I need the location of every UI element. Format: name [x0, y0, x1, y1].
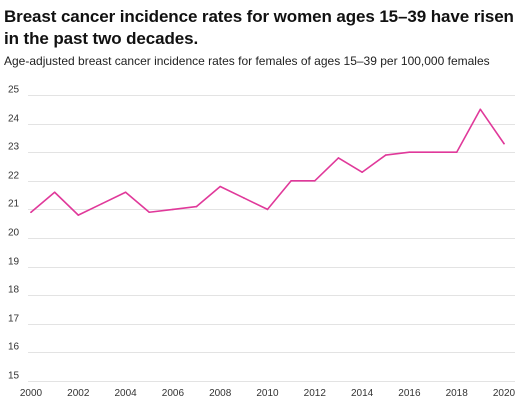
series-line-0	[30, 108, 505, 216]
x-tick-label: 2012	[304, 388, 327, 399]
y-tick-label: 17	[8, 314, 20, 325]
y-tick-label: 25	[8, 85, 20, 96]
data-point-2009	[243, 197, 245, 199]
data-point-2014	[361, 171, 363, 174]
data-point-2016	[408, 151, 411, 153]
x-tick-label: 2010	[256, 388, 279, 399]
y-tick-label: 20	[8, 228, 20, 239]
data-point-2004	[124, 191, 127, 194]
y-tick-label: 18	[8, 285, 20, 296]
y-tick-label: 21	[8, 199, 20, 210]
data-point-2010	[266, 208, 269, 211]
data-point-2001	[53, 191, 56, 194]
x-tick-label: 2016	[398, 388, 421, 399]
x-tick-label: 2000	[20, 388, 43, 399]
y-tick-label: 24	[8, 114, 20, 125]
y-tick-label: 15	[8, 371, 20, 382]
y-tick-label: 22	[8, 171, 20, 182]
data-point-2006	[172, 208, 174, 211]
y-axis-tick-labels: 15 16 17 18 19 20 21 22 23 24 25	[8, 85, 20, 382]
data-point-2011	[290, 180, 292, 182]
data-point-2018	[455, 151, 458, 153]
y-tick-label: 23	[8, 142, 20, 153]
data-point-2007	[195, 205, 198, 208]
chart-title: Breast cancer incidence rates for women …	[4, 7, 514, 48]
x-tick-label: 2018	[446, 388, 469, 399]
y-tick-label: 19	[8, 257, 20, 268]
data-point-2003	[101, 202, 103, 205]
data-point-2012	[314, 180, 316, 182]
x-tick-label: 2020	[493, 388, 516, 399]
x-tick-label: 2014	[351, 388, 374, 399]
data-point-2020	[503, 142, 505, 145]
x-axis-tick-labels: 2000 2002 2004 2006 2008 2010 2012 2014 2016 2018…	[20, 388, 516, 399]
series-layer	[30, 108, 505, 216]
y-tick-label: 16	[8, 342, 20, 353]
data-point-2002	[77, 214, 80, 216]
data-point-2000	[30, 211, 32, 214]
chart-subtitle: Age-adjusted breast cancer incidence rat…	[4, 54, 490, 68]
x-tick-label: 2002	[67, 388, 90, 399]
data-point-2017	[432, 151, 434, 153]
data-point-2013	[337, 157, 340, 159]
data-point-2015	[384, 154, 387, 156]
data-point-2005	[148, 211, 151, 214]
data-point-2008	[219, 185, 221, 188]
x-tick-label: 2008	[209, 388, 232, 399]
data-point-2019	[479, 108, 482, 111]
x-tick-label: 2004	[114, 388, 137, 399]
gridlines	[28, 95, 515, 382]
x-tick-label: 2006	[162, 388, 185, 399]
